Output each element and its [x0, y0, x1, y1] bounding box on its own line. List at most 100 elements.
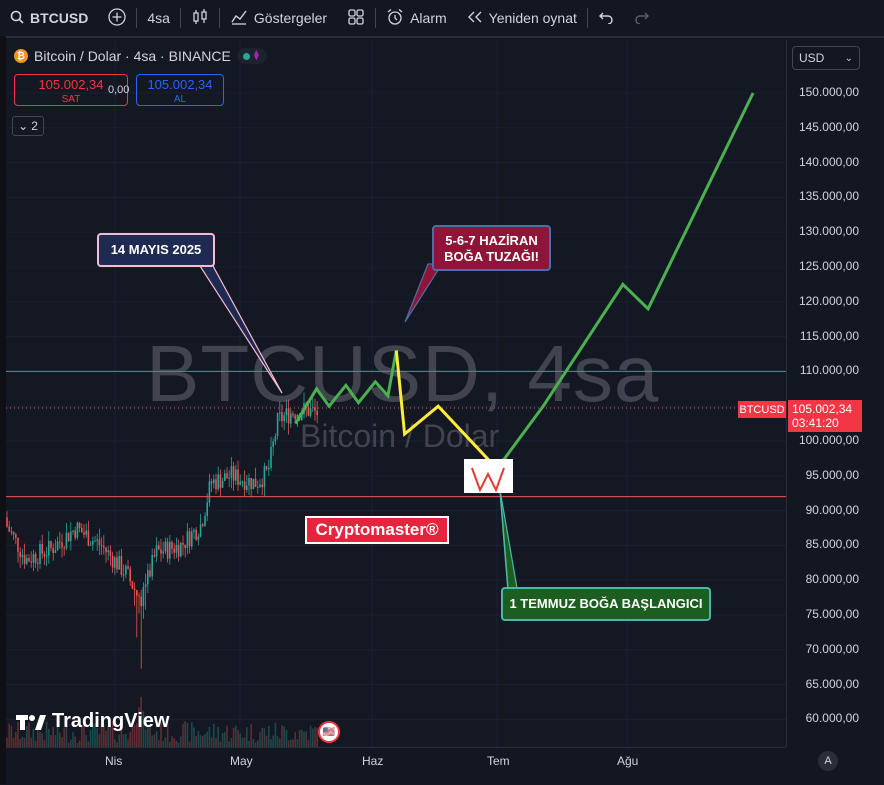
volume-bar — [120, 726, 123, 747]
candle-body — [56, 541, 59, 551]
price-axis-tick: 110.000,00 — [799, 363, 859, 378]
candle-body — [202, 524, 204, 526]
last-price-tag: 105.002,34 03:41:20 — [788, 400, 862, 432]
volume-bar — [261, 727, 263, 747]
candle-body — [153, 555, 156, 557]
volume-bar — [217, 726, 219, 747]
candle-body — [89, 544, 92, 546]
volume-bar — [175, 740, 178, 747]
candle-body — [85, 530, 87, 535]
volume-bar — [215, 738, 217, 747]
description-watermark: Bitcoin / Dolar — [300, 418, 500, 454]
volume-bar — [197, 731, 200, 747]
volume-bar — [294, 732, 296, 747]
currency-select[interactable]: USD ⌄ — [792, 46, 860, 70]
time-axis[interactable]: Nis May Haz Tem Ağu — [6, 747, 786, 785]
price-axis-tick: 125.000,00 — [798, 259, 859, 273]
plus-circle-icon — [108, 7, 126, 29]
sell-button[interactable]: 105.002,34 SAT — [14, 74, 128, 106]
volume-bar — [50, 735, 52, 747]
volume-bars — [6, 696, 318, 747]
candle-body — [107, 550, 109, 553]
volume-bar — [254, 742, 257, 747]
candle-body — [129, 568, 131, 582]
volume-bar — [116, 742, 118, 747]
candle-body — [171, 541, 173, 549]
legend-title[interactable]: Bitcoin / Dolar · 4sa · BINANCE — [34, 48, 231, 64]
volume-bar — [131, 726, 134, 747]
indicators-button[interactable]: Göstergeler — [220, 0, 337, 36]
chevron-down-icon: ⌄ — [18, 119, 29, 133]
chart-type-button[interactable] — [181, 0, 219, 36]
price-axis-tick: 75.000,00 — [805, 607, 859, 621]
redo-button[interactable] — [624, 0, 660, 36]
volume-bar — [149, 727, 151, 747]
status-pill[interactable]: ⧫ — [236, 48, 267, 64]
price-axis-tick: 120.000,00 — [798, 293, 859, 308]
volume-bar — [186, 722, 189, 747]
compare-button[interactable] — [98, 0, 136, 36]
volume-bar — [52, 726, 54, 747]
replay-button[interactable]: Yeniden oynat — [457, 0, 587, 36]
price-axis-tick: 70.000,00 — [805, 641, 859, 656]
candle-body — [10, 531, 13, 533]
price-axis-tick: 100.000,00 — [798, 433, 859, 447]
candle-body — [74, 530, 76, 538]
volume-bar — [309, 725, 312, 747]
candle-body — [122, 574, 125, 576]
alarm-button[interactable]: Alarm — [376, 0, 457, 36]
volume-bar — [252, 738, 255, 747]
volume-bar — [41, 733, 43, 747]
left-frame — [0, 36, 6, 784]
volume-bar — [151, 735, 153, 747]
candle-body — [265, 466, 268, 470]
price-axis-tick: 80.000,00 — [805, 572, 859, 587]
volume-bar — [177, 742, 180, 747]
auto-scale-button[interactable]: A — [818, 751, 838, 771]
candle-body — [92, 540, 94, 545]
network-icon: ⧫ — [253, 50, 259, 61]
candle-body — [184, 544, 186, 548]
price-axis-tick: 95.000,00 — [805, 467, 859, 482]
volume-bar — [279, 738, 281, 747]
candle-body — [197, 536, 200, 540]
price-axis-tick: 60.000,00 — [805, 711, 859, 726]
symbol-watermark: BTCUSD, 4sa — [146, 329, 660, 418]
volume-bar — [92, 723, 94, 747]
interval-button[interactable]: 4sa — [137, 0, 180, 36]
price-axis[interactable]: 150.000,00 145.000,00 140.000,00 135.000,00… — [786, 40, 884, 747]
layouts-button[interactable] — [337, 0, 375, 36]
volume-bar — [169, 741, 171, 747]
volume-bar — [43, 740, 46, 747]
volume-bar — [125, 733, 127, 747]
tradingview-logo[interactable]: TradingView — [16, 710, 169, 733]
volume-bar — [85, 735, 87, 747]
volume-bar — [32, 728, 35, 747]
undo-button[interactable] — [588, 0, 624, 36]
volume-bar — [268, 726, 270, 747]
candle-body — [127, 566, 129, 569]
candle-body — [103, 546, 105, 548]
volume-bar — [96, 728, 98, 747]
candle-body — [224, 473, 226, 481]
candle-body — [268, 468, 270, 470]
volume-bar — [226, 725, 228, 747]
brand-label: Cryptomaster® — [305, 516, 449, 544]
candle-body — [279, 412, 281, 414]
candle-body — [204, 515, 206, 526]
volume-bar — [184, 721, 186, 747]
volume-bar — [87, 741, 90, 747]
may14-callout-text: 14 MAYIS 2025 — [110, 242, 202, 257]
legend-title-row: ₿ Bitcoin / Dolar · 4sa · BINANCE ⧫ — [14, 48, 267, 64]
candle-body — [208, 481, 211, 503]
legend-collapse-button[interactable]: ⌄ 2 — [12, 116, 44, 136]
toolbar-divider — [136, 8, 138, 28]
volume-bar — [63, 727, 65, 747]
volume-bar — [158, 739, 160, 747]
symbol-search-button[interactable]: BTCUSD — [0, 0, 98, 36]
volume-bar — [15, 732, 17, 747]
us-flag-icon[interactable]: 🇺🇸 — [318, 721, 340, 743]
buy-button[interactable]: 105.002,34 AL — [136, 74, 224, 106]
volume-bar — [270, 739, 272, 747]
candle-body — [96, 539, 98, 541]
